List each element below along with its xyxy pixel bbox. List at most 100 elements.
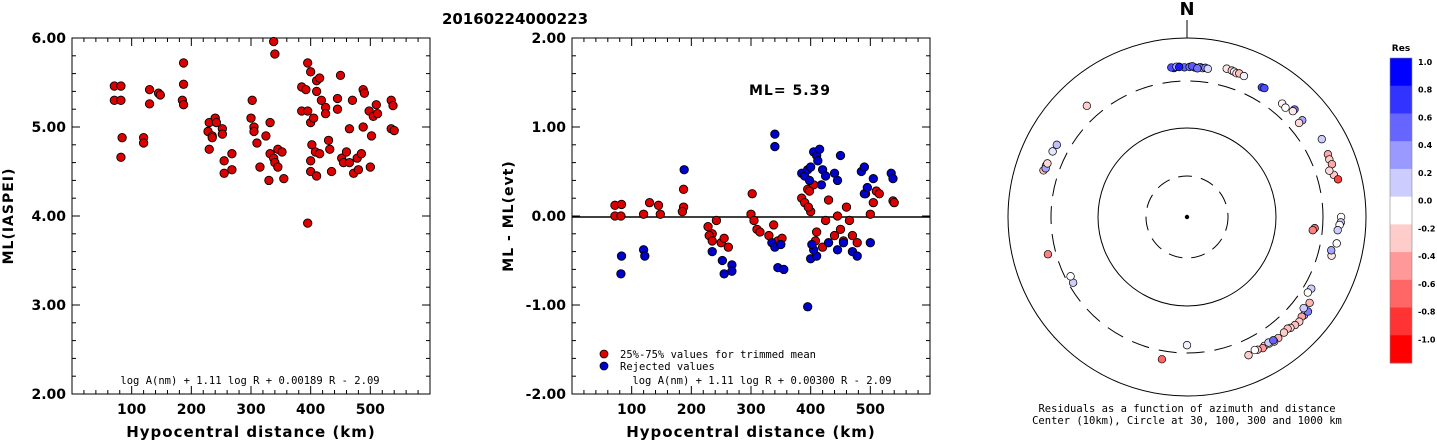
- p2-point-s0-47: [865, 209, 875, 219]
- p1-point-s0-71: [332, 93, 343, 104]
- p2-point-s1-40: [852, 251, 862, 261]
- p2-point-s0-38: [829, 230, 840, 241]
- circle-100km: [1097, 127, 1277, 307]
- p2-point-s0-52: [889, 197, 899, 208]
- p1-point-s0-28: [227, 165, 237, 175]
- p2-point-s1-37: [832, 245, 843, 255]
- p1-point-s0-96: [389, 125, 399, 136]
- panel1-frame: [71, 37, 431, 395]
- polar-point-26: [1288, 107, 1297, 116]
- p1-point-s0-92: [372, 109, 383, 119]
- p2-point-s1-45: [865, 238, 875, 248]
- p1-point-s0-49: [303, 58, 313, 68]
- p2-point-s1-36: [835, 150, 846, 161]
- panel-ml-residual: 100 200 300 400 500 -2.00 -1.00 0.00 1.00 2.00 ML…: [501, 31, 931, 441]
- polar-point-68: [1157, 355, 1167, 364]
- polar-point-49: [1279, 328, 1289, 337]
- polar-point-40: [1332, 239, 1341, 248]
- p2-point-s0-53: [804, 186, 815, 196]
- p1-xtick-label-0: 100: [117, 402, 146, 418]
- polar-point-59: [1244, 351, 1253, 360]
- p1-ytick-label-1: 3.00: [31, 298, 66, 314]
- p1-point-s0-86: [358, 122, 368, 132]
- polar-point-58: [1250, 345, 1259, 355]
- p2-point-s1-29: [803, 302, 813, 312]
- p2-point-s1-48: [888, 173, 898, 184]
- p2-point-s0-25: [769, 220, 779, 230]
- p1-ytick-label-3: 5.00: [31, 120, 66, 136]
- p1-xtick-label-2: 300: [236, 402, 265, 418]
- p1-point-s0-29: [247, 95, 257, 105]
- p1-point-s0-42: [277, 147, 287, 157]
- p1-point-s0-3: [116, 95, 126, 105]
- p1-point-s0-72: [335, 70, 346, 81]
- circle-30km: [1145, 175, 1229, 259]
- p2-point-s1-25: [813, 156, 823, 166]
- polar-point-39: [1333, 226, 1342, 235]
- p2-point-s0-23: [755, 227, 765, 237]
- colorbar-tick-label-6: -0.2: [1418, 224, 1436, 233]
- panel2-ticks: 100 200 300 400 500 -2.00 -1.00 0.00 1.00 2.00: [526, 31, 930, 418]
- p1-point-s0-1: [116, 81, 126, 91]
- p2-point-s0-40: [835, 224, 846, 235]
- p2-point-s1-11: [770, 141, 780, 152]
- p1-point-s0-64: [311, 171, 322, 181]
- colorbar-title: Res: [1392, 44, 1410, 54]
- p1-point-s0-30: [246, 113, 256, 123]
- polar-point-34: [1333, 175, 1343, 184]
- polar-point-66: [1308, 226, 1317, 235]
- p1-point-s0-22: [204, 144, 214, 154]
- center-point: [1184, 214, 1190, 220]
- p1-point-s0-91: [371, 100, 381, 110]
- polar-point-77: [1052, 140, 1061, 149]
- colorbar-tick-label-10: -1.0: [1418, 335, 1436, 344]
- p2-point-s1-20: [806, 162, 816, 172]
- polar-point-75: [1043, 159, 1052, 168]
- p1-point-s0-89: [366, 131, 377, 141]
- p2-point-s1-4: [679, 165, 689, 175]
- p2-point-s0-13: [711, 215, 722, 226]
- legend-label-trimmed: 25%-75% values for trimmed mean: [620, 349, 816, 361]
- p2-point-s1-38: [838, 238, 849, 248]
- panel2-ylabel: ML - ML(evt): [501, 160, 517, 271]
- p1-point-s0-5: [116, 152, 126, 162]
- legend-marker-trimmed: [599, 349, 609, 359]
- circle-1000km: [1007, 37, 1367, 397]
- p2-point-s0-8: [678, 184, 689, 194]
- p2-point-s1-33: [823, 238, 834, 248]
- p1-point-s0-77: [344, 124, 355, 134]
- p1-point-s0-8: [144, 84, 155, 95]
- panel2-points: [610, 129, 899, 312]
- p1-point-s0-52: [303, 106, 313, 116]
- p1-point-s0-38: [270, 49, 280, 59]
- p2-point-s1-44: [862, 182, 872, 193]
- panel-polar-residuals: N Residuals as a function of azimuth and…: [1007, 0, 1436, 427]
- p2-point-s1-24: [814, 144, 825, 154]
- polar-point-64: [1303, 288, 1313, 297]
- colorbar-tick-label-8: -0.6: [1418, 280, 1436, 289]
- panel1-ylabel: ML(IASPEI): [1, 168, 17, 265]
- p2-point-s0-33: [811, 227, 822, 237]
- p2-xtick-label-0: 100: [617, 402, 646, 418]
- polar-point-22: [1260, 83, 1269, 93]
- p1-point-s0-4: [117, 133, 127, 143]
- p1-point-s0-15: [178, 100, 189, 110]
- p1-point-s0-78: [344, 157, 355, 168]
- colorbar-tick-label-3: 0.4: [1418, 141, 1433, 150]
- p1-point-s0-9: [144, 99, 155, 109]
- p1-xtick-label-1: 200: [177, 402, 206, 418]
- ml-annotation: ML= 5.39: [749, 83, 831, 99]
- p1-point-s0-45: [279, 173, 289, 184]
- p2-point-s1-16: [779, 264, 789, 275]
- polar-point-42: [1327, 246, 1336, 255]
- colorbar-tick-label-7: -0.4: [1418, 252, 1436, 261]
- p1-point-s0-67: [320, 109, 331, 119]
- p2-point-s1-49: [807, 239, 817, 250]
- p2-point-s0-21: [749, 215, 759, 226]
- colorbar-tick-label-5: 0.0: [1418, 197, 1433, 206]
- p1-point-s0-48: [301, 84, 311, 95]
- p1-point-s0-21: [207, 133, 217, 143]
- p1-point-s0-20: [211, 117, 222, 128]
- p2-point-s1-1: [616, 269, 626, 279]
- colorbar-cell-0: [1390, 58, 1412, 87]
